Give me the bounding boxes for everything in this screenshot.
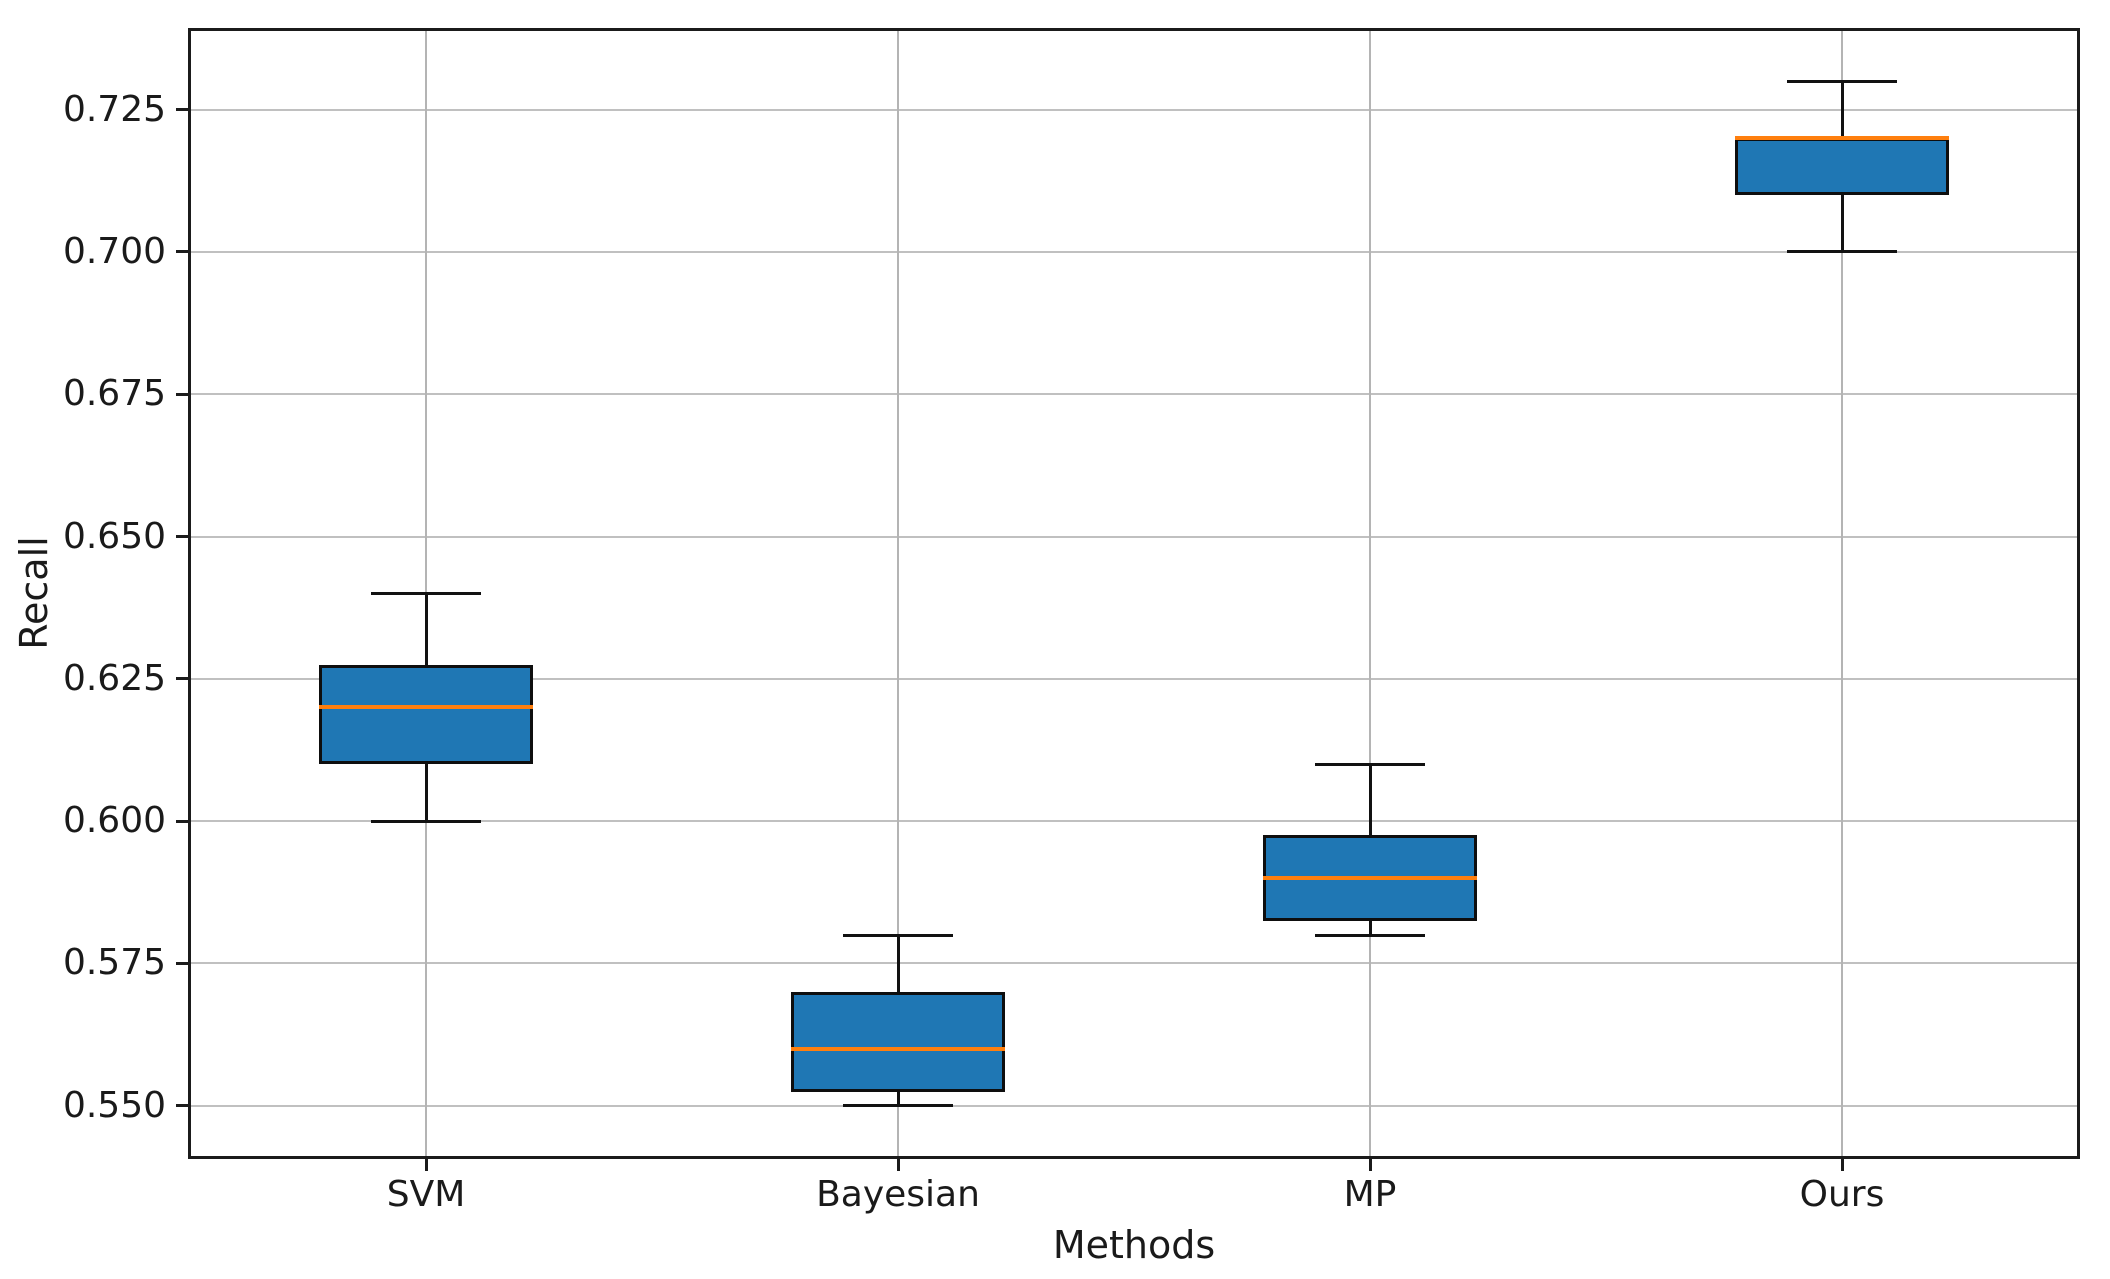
box-svm xyxy=(319,664,533,765)
whisker-upper-bayesian xyxy=(896,935,900,992)
whisker-cap-upper-bayesian xyxy=(843,933,953,937)
whisker-upper-ours xyxy=(1840,81,1844,139)
x-tick-label: Ours xyxy=(1799,1174,1885,1215)
whisker-lower-bayesian xyxy=(896,1091,900,1106)
y-tick-mark xyxy=(176,392,190,396)
y-gridline xyxy=(190,677,2078,680)
whisker-lower-mp xyxy=(1368,920,1372,935)
median-mp xyxy=(1263,876,1477,881)
whisker-lower-svm xyxy=(424,764,428,822)
y-tick-label: 0.550 xyxy=(62,1084,166,1126)
y-tick-mark xyxy=(176,535,190,539)
y-tick-mark xyxy=(176,250,190,254)
y-gridline xyxy=(190,1104,2078,1107)
whisker-cap-upper-mp xyxy=(1315,762,1425,766)
median-svm xyxy=(319,705,533,710)
y-gridline xyxy=(190,962,2078,965)
x-axis-title: Methods xyxy=(1052,1223,1216,1267)
y-tick-label: 0.650 xyxy=(62,515,166,557)
whisker-cap-lower-svm xyxy=(371,819,481,823)
y-tick-mark xyxy=(176,108,190,112)
whisker-cap-upper-svm xyxy=(371,592,481,595)
x-tick-mark xyxy=(1368,1157,1372,1171)
whisker-cap-lower-bayesian xyxy=(843,1104,953,1108)
y-gridline xyxy=(190,250,2078,253)
y-gridline xyxy=(190,535,2078,538)
y-tick-mark xyxy=(176,1104,190,1108)
x-tick-mark xyxy=(896,1157,900,1171)
y-gridline xyxy=(190,393,2078,396)
x-tick-label: Bayesian xyxy=(816,1174,980,1215)
y-tick-label: 0.625 xyxy=(62,657,166,699)
y-gridline xyxy=(190,820,2078,823)
y-tick-mark xyxy=(176,677,190,681)
x-tick-mark xyxy=(1840,1157,1844,1171)
x-gridline xyxy=(1369,30,1371,1157)
y-axis-title: Recall xyxy=(12,536,56,650)
whisker-lower-ours xyxy=(1840,195,1844,252)
box-ours xyxy=(1735,138,1949,196)
whisker-upper-svm xyxy=(424,593,428,665)
whisker-cap-upper-ours xyxy=(1787,79,1897,83)
box-bayesian xyxy=(791,991,1005,1092)
x-gridline xyxy=(897,30,899,1157)
median-ours xyxy=(1735,136,1949,141)
y-tick-mark xyxy=(176,961,190,965)
x-tick-label: SVM xyxy=(386,1174,466,1215)
x-tick-mark xyxy=(424,1157,428,1171)
y-tick-mark xyxy=(176,819,190,823)
whisker-upper-mp xyxy=(1368,764,1372,836)
x-tick-label: MP xyxy=(1343,1174,1397,1215)
x-gridline xyxy=(1841,30,1843,1157)
y-tick-label: 0.725 xyxy=(62,88,166,130)
y-gridline xyxy=(190,108,2078,111)
y-tick-label: 0.675 xyxy=(62,373,166,415)
whisker-cap-lower-mp xyxy=(1315,933,1425,937)
y-tick-label: 0.600 xyxy=(62,800,166,842)
y-tick-label: 0.700 xyxy=(62,230,166,272)
y-tick-label: 0.575 xyxy=(62,942,166,984)
whisker-cap-lower-ours xyxy=(1787,250,1897,254)
median-bayesian xyxy=(791,1046,1005,1051)
